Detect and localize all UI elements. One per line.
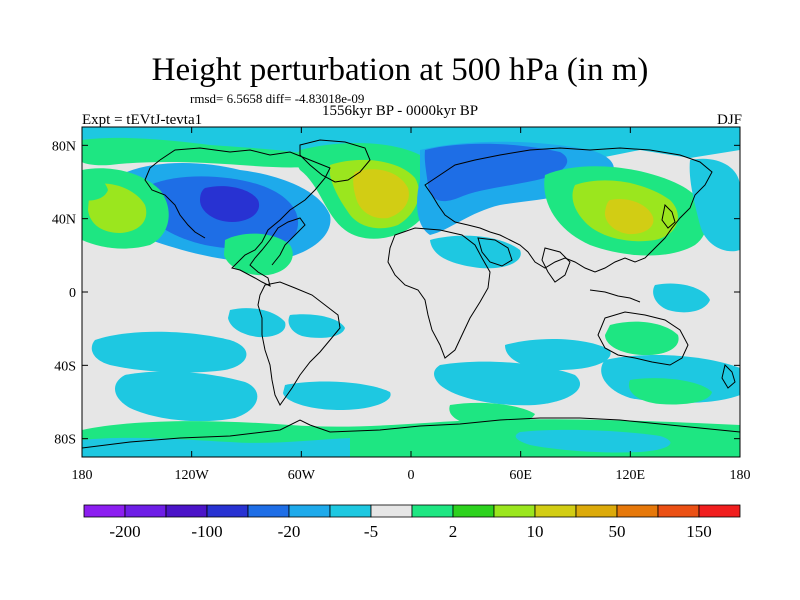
anomaly-region [653,283,710,313]
coastlines [82,139,740,449]
colorbar-label: 2 [449,522,458,541]
colorbar-swatch [493,504,536,518]
longitude-axis: 180 120W 60W 0 60E 120E 180 [72,127,751,483]
colorbar-swatch [165,504,208,518]
experiment-label: Expt = tEVtJ-tevta1 [82,112,203,128]
colorbar-swatch [657,504,700,518]
colorbar-label: -200 [109,522,140,541]
colorbar-label: 50 [609,522,626,541]
anomaly-region [228,308,286,338]
coastline-south-america [257,281,341,406]
coastline-africa [387,227,491,359]
anomaly-region [200,186,260,222]
colorbar-label: -5 [364,522,378,541]
time-period-label: 1556kyr BP - 0000kyr BP [322,103,479,119]
anomaly-region [434,361,581,406]
lon-tick-label: 180 [72,468,93,483]
colorbar-label: -100 [191,522,222,541]
lon-tick-label: 120W [175,468,210,483]
colorbar-swatch [329,504,372,518]
coastline-greenland [299,139,371,183]
colorbar-swatch [411,504,454,518]
season-label: DJF [716,112,742,128]
anomaly-region [82,137,340,168]
coastline-australia [597,311,689,366]
map-title: Height perturbation at 500 hPa (in m) [151,52,649,88]
colorbar-swatch [370,504,413,518]
colorbar-swatch [206,504,249,518]
anomaly-region [505,338,611,370]
coastline-japan [661,203,676,229]
lat-tick-label: 80S [54,433,76,448]
colorbar-label: 150 [686,522,712,541]
anomaly-region [689,158,740,252]
anomaly-region [353,169,409,219]
coastline-arabia [477,237,513,267]
colorbar-swatch [534,504,577,518]
anomaly-region [604,198,654,235]
latitude-axis: 80N 40N 0 40S 80S [52,139,740,448]
coastline-north-america [159,147,331,287]
coastline-alaska [144,159,206,239]
colorbar-swatch [247,504,290,518]
colorbar-swatch [288,504,331,518]
anomaly-region [288,314,345,338]
lat-tick-label: 40N [52,213,76,228]
lon-tick-label: 180 [730,468,751,483]
coastline-india [541,247,571,283]
lon-tick-label: 120E [616,468,646,483]
lon-tick-label: 60E [509,468,532,483]
anomaly-field [82,127,740,457]
colorbar: -200 -100 -20 -5 2 10 50 150 [83,504,741,541]
lat-tick-label: 80N [52,139,76,154]
anomaly-region [114,371,258,422]
lat-tick-label: 40S [54,359,76,374]
coastline-new-zealand [721,364,736,389]
colorbar-swatch [616,504,659,518]
anomaly-region [82,170,108,201]
lat-tick-label: 0 [69,286,76,301]
anomaly-region [515,429,671,453]
coastline-antarctica [82,417,740,449]
colorbar-label: 10 [527,522,544,541]
colorbar-label: -20 [278,522,301,541]
anomaly-region [283,381,391,410]
colorbar-swatch [83,504,126,518]
anomaly-region [91,331,247,373]
anomaly-region [605,321,679,356]
coastline-eurasia [424,147,713,273]
lon-tick-label: 60W [288,468,316,483]
rmsd-stats: rmsd= 6.5658 diff= -4.83018e-09 [190,91,365,106]
colorbar-swatch [124,504,167,518]
anomaly-region [430,235,521,269]
colorbar-swatch [698,504,741,518]
coastline-indonesia [589,289,641,303]
anomaly-region [82,437,350,457]
colorbar-swatch [575,504,618,518]
anomaly-region [628,378,712,405]
lon-tick-label: 0 [408,468,415,483]
anomaly-region [424,143,568,202]
colorbar-swatch [452,504,495,518]
